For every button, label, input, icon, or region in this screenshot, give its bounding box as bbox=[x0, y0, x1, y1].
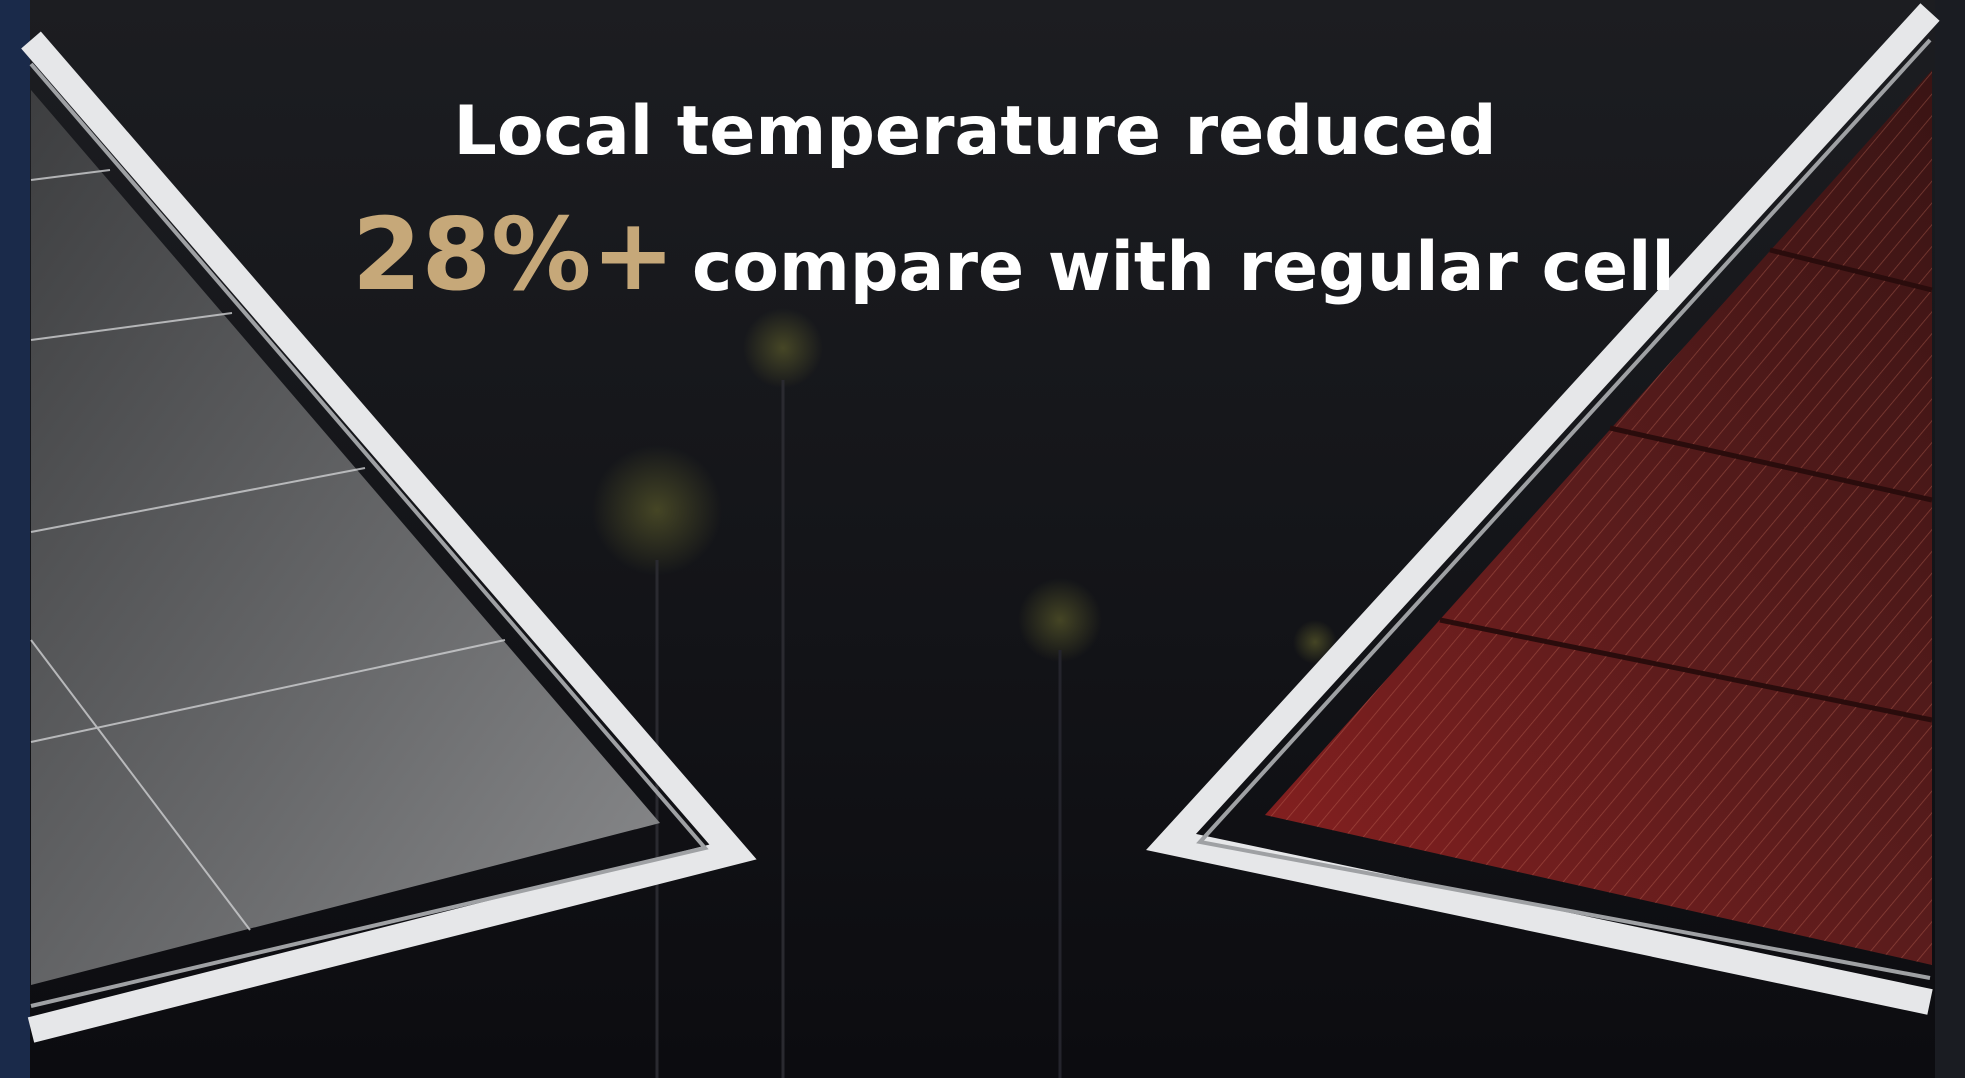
light-orb bbox=[592, 445, 722, 575]
light-orb bbox=[1293, 620, 1337, 664]
panel-frame-edge bbox=[1196, 38, 1932, 980]
panel-frame bbox=[1146, 3, 1940, 1015]
light-orb bbox=[743, 308, 823, 388]
panel-frame bbox=[21, 31, 757, 1043]
gray-panel bbox=[31, 90, 660, 985]
edge-strip bbox=[1935, 0, 1965, 1078]
panel-frame-edge bbox=[29, 62, 709, 1008]
cell-grid bbox=[30, 169, 506, 931]
cell-grid bbox=[1439, 247, 1933, 723]
headline: Local temperature reduced bbox=[453, 92, 1497, 171]
edge-strip bbox=[0, 0, 30, 1078]
cell-lines bbox=[1265, 70, 1932, 965]
subline: compare with regular cell bbox=[692, 228, 1675, 307]
light-orb bbox=[1018, 578, 1102, 662]
stat: 28%+ bbox=[352, 196, 676, 313]
